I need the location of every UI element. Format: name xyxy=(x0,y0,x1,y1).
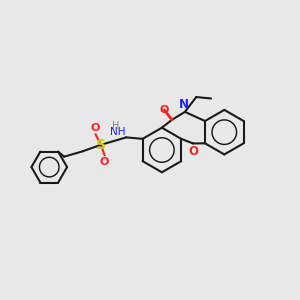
Text: S: S xyxy=(96,138,106,152)
Text: NH: NH xyxy=(110,127,126,137)
Text: O: O xyxy=(188,145,198,158)
Text: O: O xyxy=(100,157,109,167)
Text: H: H xyxy=(112,122,119,131)
Text: O: O xyxy=(91,123,100,133)
Text: N: N xyxy=(178,98,188,111)
Text: O: O xyxy=(160,105,169,115)
